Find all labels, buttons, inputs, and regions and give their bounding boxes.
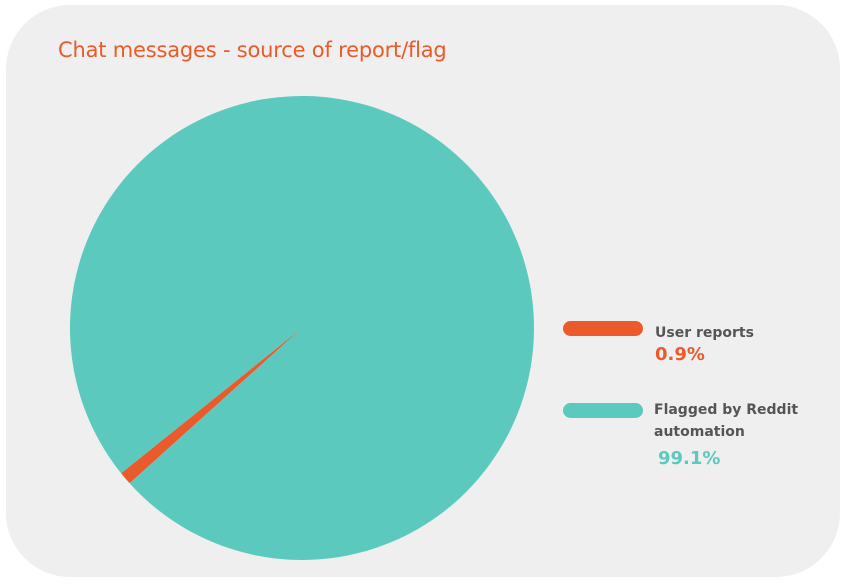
- legend-value-flagged-by-reddit-automation: 99.1%: [658, 448, 721, 469]
- legend-swatch-user-reports: [563, 321, 643, 336]
- legend-value-user-reports: 0.9%: [655, 344, 705, 365]
- chart-title: Chat messages - source of report/flag: [58, 38, 447, 62]
- legend-label-flagged-by-reddit-automation: Flagged by Reddit automation: [654, 402, 799, 440]
- pie-slice-user-reports: [121, 328, 302, 484]
- legend-label-user-reports: User reports: [655, 325, 754, 341]
- pie-slice-flagged-by-reddit-automation: [70, 96, 535, 561]
- pie-slices: [70, 96, 535, 561]
- legend-swatch-flagged-by-reddit-automation: [563, 403, 643, 418]
